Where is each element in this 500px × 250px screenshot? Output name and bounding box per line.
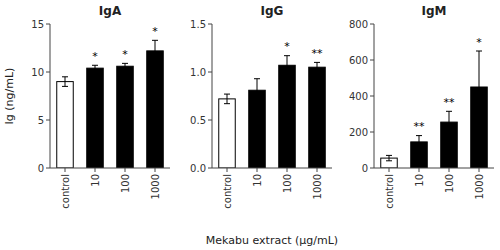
y-tick xyxy=(46,120,50,121)
x-tick-label: control xyxy=(222,174,233,209)
y-tick xyxy=(46,168,50,169)
x-tick-label: control xyxy=(384,174,395,209)
error-bar xyxy=(122,63,128,69)
x-tick-label: 100 xyxy=(444,174,455,193)
error-bar xyxy=(254,79,260,102)
y-tick xyxy=(370,132,374,133)
y-tick-label: 0 xyxy=(362,163,368,174)
x-tick-label: control xyxy=(60,174,71,209)
y-tick-label: 5 xyxy=(38,115,44,126)
error-bar xyxy=(476,51,482,123)
significance-label: * xyxy=(284,40,290,53)
y-tick xyxy=(370,60,374,61)
bar xyxy=(117,66,134,168)
y-tick xyxy=(46,24,50,25)
error-bar xyxy=(446,111,452,133)
x-tick xyxy=(65,168,66,172)
y-tick-label: 800 xyxy=(349,19,368,30)
y-tick-label: 200 xyxy=(349,127,368,138)
significance-label: * xyxy=(122,48,128,61)
chart: IgA051015Ig (ng/mL)***control101001000Ig… xyxy=(0,0,500,250)
y-tick xyxy=(370,96,374,97)
significance-label: ** xyxy=(444,96,456,109)
y-tick-label: 0.5 xyxy=(190,115,206,126)
significance-label: * xyxy=(152,25,158,38)
error-bar xyxy=(416,136,422,149)
plot-area xyxy=(57,40,164,168)
x-tick xyxy=(95,168,96,172)
title: IgM xyxy=(422,4,447,18)
y-tick-label: 15 xyxy=(31,19,44,30)
error-bar xyxy=(284,56,290,75)
bar xyxy=(57,82,74,168)
y-tick xyxy=(208,168,212,169)
panel: IgM0200400600800*****control101001000 xyxy=(349,4,494,209)
title: IgG xyxy=(261,4,284,18)
x-tick xyxy=(155,168,156,172)
plot-area xyxy=(381,51,488,168)
error-bar xyxy=(92,65,98,71)
x-axis xyxy=(212,168,332,169)
error-bar xyxy=(152,40,158,61)
x-tick xyxy=(125,168,126,172)
significance-label: ** xyxy=(312,47,324,60)
panel: IgG0.00.51.01.5***control101001000 xyxy=(190,4,332,209)
x-tick-label: 10 xyxy=(90,174,101,187)
x-tick-label: 100 xyxy=(120,174,131,193)
x-tick xyxy=(257,168,258,172)
x-tick-label: 1000 xyxy=(312,174,323,199)
title: IgA xyxy=(99,4,122,18)
x-axis xyxy=(374,168,494,169)
y-axis xyxy=(50,24,51,168)
y-tick-label: 10 xyxy=(31,67,44,78)
x-tick-label: 10 xyxy=(252,174,263,187)
y-tick xyxy=(208,72,212,73)
error-bar xyxy=(224,94,230,104)
x-tick xyxy=(449,168,450,172)
y-tick xyxy=(208,24,212,25)
bar xyxy=(147,51,164,168)
significance-label: * xyxy=(92,50,98,63)
significance-label: * xyxy=(476,36,482,49)
x-tick xyxy=(389,168,390,172)
bar xyxy=(309,67,326,168)
y-tick-label: 0.0 xyxy=(190,163,206,174)
plot-area xyxy=(219,56,326,168)
significance-label: ** xyxy=(414,120,426,133)
bar xyxy=(279,65,296,168)
x-tick-label: 1000 xyxy=(150,174,161,199)
y-tick-label: 600 xyxy=(349,55,368,66)
y-tick-label: 1.5 xyxy=(190,19,206,30)
panel: IgA 0 5 10 15 Ig (ng/mL) * * * control 10 100 1000 xyxy=(3,4,170,209)
y-tick xyxy=(370,168,374,169)
y-tick-label: 0 xyxy=(38,163,44,174)
y-tick xyxy=(370,24,374,25)
y-axis-label: Ig (ng/mL) xyxy=(3,68,16,125)
x-tick xyxy=(479,168,480,172)
error-bar xyxy=(62,77,68,87)
y-tick xyxy=(208,120,212,121)
x-tick-label: 10 xyxy=(414,174,425,187)
x-axis-label: Mekabu extract (μg/mL) xyxy=(206,234,338,247)
y-axis xyxy=(212,24,213,168)
y-tick-label: 400 xyxy=(349,91,368,102)
bar xyxy=(87,68,104,168)
x-axis xyxy=(50,168,170,169)
x-tick-label: 1000 xyxy=(474,174,485,199)
x-tick xyxy=(317,168,318,172)
x-tick xyxy=(227,168,228,172)
x-tick xyxy=(419,168,420,172)
x-tick xyxy=(287,168,288,172)
error-bar xyxy=(314,62,320,72)
x-tick-label: 100 xyxy=(282,174,293,193)
y-axis xyxy=(374,24,375,168)
y-tick-label: 1.0 xyxy=(190,67,206,78)
bar xyxy=(219,99,236,168)
y-tick xyxy=(46,72,50,73)
error-bar xyxy=(386,155,392,160)
